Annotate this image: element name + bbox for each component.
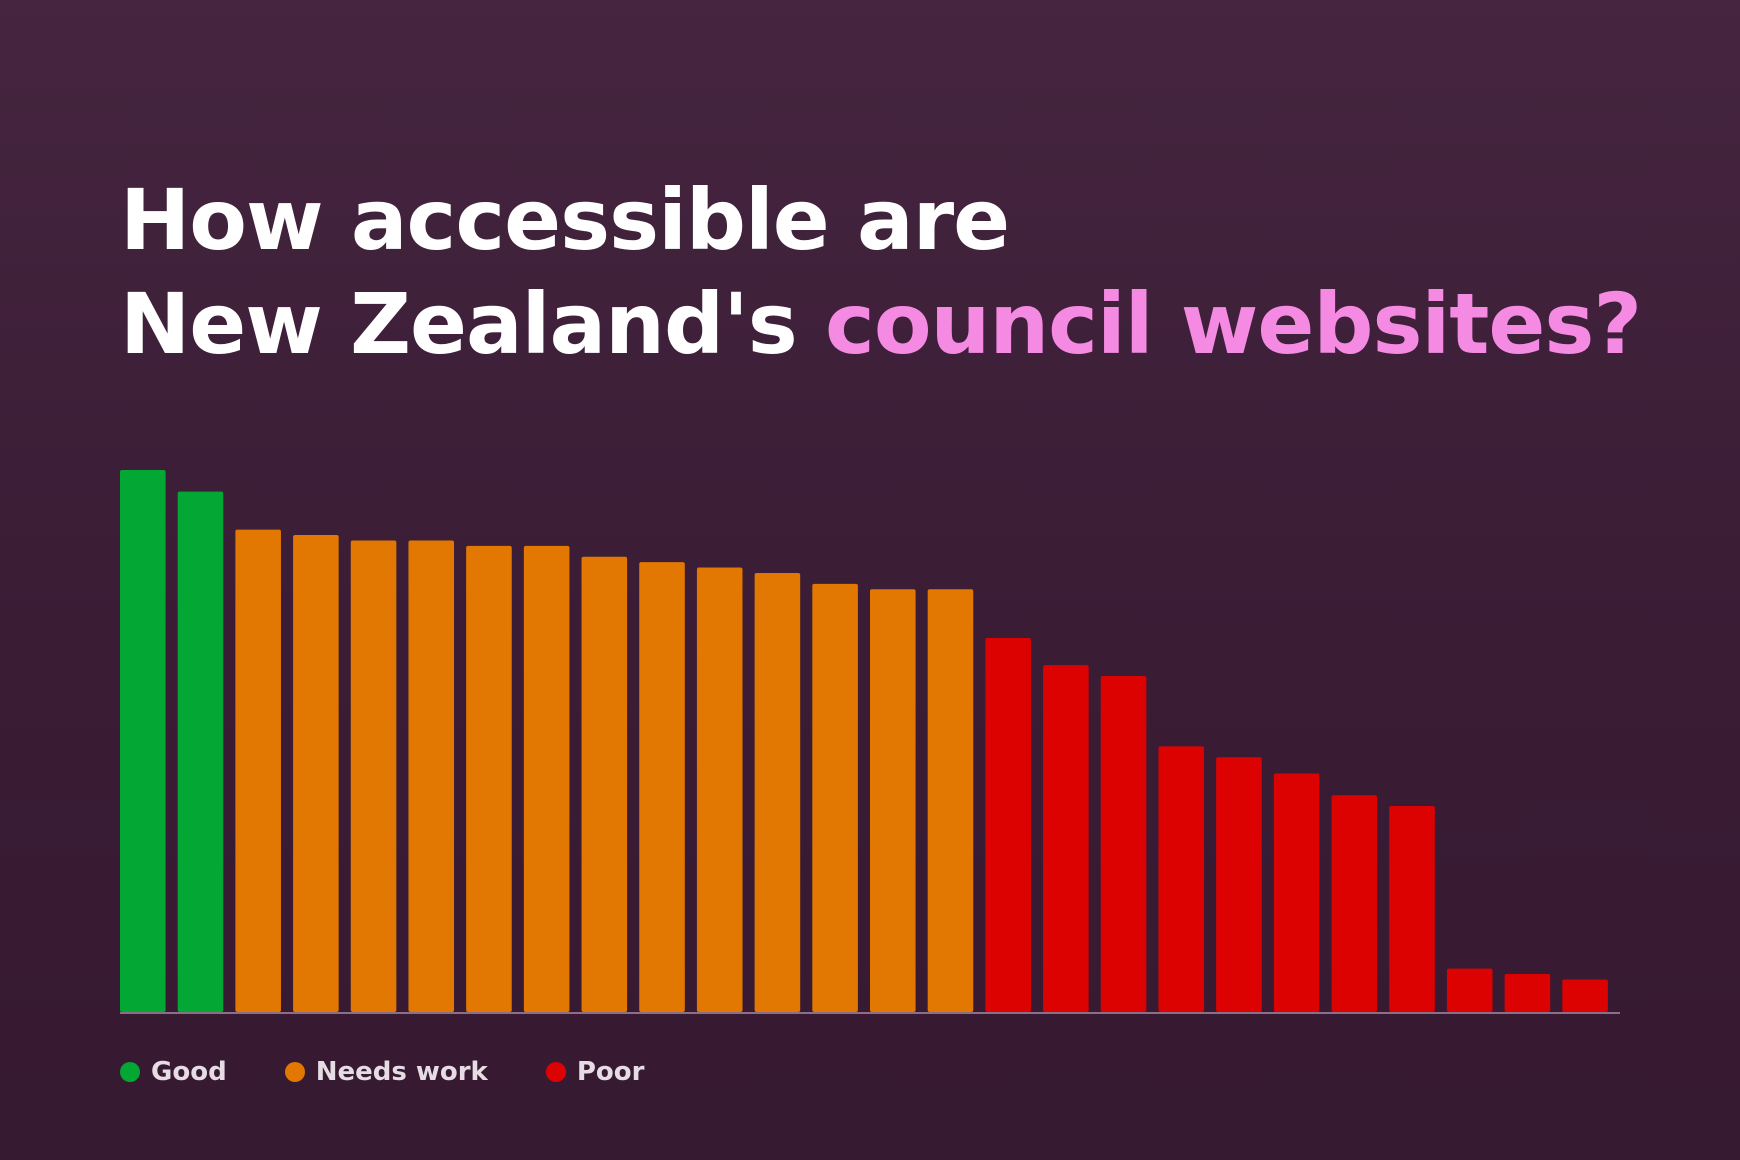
legend-item-needs-work: Needs work [284, 1057, 488, 1087]
title-line-1: How accessible are [120, 171, 1010, 269]
bar-20 [1216, 757, 1262, 1012]
bar-8 [523, 545, 570, 1012]
bar-23 [1389, 806, 1435, 1012]
legend: Good Needs work Poor [120, 1057, 702, 1087]
bar-7 [466, 545, 512, 1012]
bar-6 [408, 540, 455, 1012]
bar-11 [696, 567, 743, 1012]
bar-25 [1504, 974, 1551, 1012]
bar-13 [812, 583, 858, 1012]
bar-3 [235, 529, 281, 1012]
bar-15 [927, 589, 974, 1012]
legend-label-poor: Poor [576, 1057, 645, 1087]
bar-16 [985, 638, 1031, 1012]
title-line-2-prefix: New Zealand's [120, 275, 826, 373]
legend-dot-poor [545, 1062, 566, 1082]
bar-4 [293, 535, 339, 1012]
bar-14 [870, 589, 916, 1012]
bar-22 [1331, 795, 1378, 1012]
bar-17 [1043, 665, 1089, 1012]
legend-item-good: Good [120, 1057, 227, 1087]
bar-26 [1562, 979, 1608, 1012]
bar-1 [120, 470, 166, 1012]
bar-18 [1100, 675, 1147, 1012]
bars-group [120, 470, 1608, 1012]
bar-19 [1158, 746, 1205, 1012]
bar-24 [1446, 968, 1493, 1012]
legend-item-poor: Poor [545, 1057, 645, 1087]
bar-9 [581, 556, 628, 1012]
chart-title: How accessible are New Zealand's council… [120, 168, 1642, 376]
bar-10 [639, 562, 685, 1012]
legend-label-good: Good [151, 1057, 227, 1087]
title-highlight: council websites? [825, 275, 1642, 373]
bar-5 [350, 540, 397, 1012]
title-line-2: New Zealand's council websites? [120, 272, 1642, 376]
bar-12 [754, 572, 801, 1012]
legend-dot-needs-work [284, 1062, 305, 1082]
bar-21 [1273, 773, 1320, 1012]
legend-label-needs-work: Needs work [315, 1057, 488, 1087]
bar-2 [177, 491, 224, 1012]
legend-dot-good [120, 1062, 140, 1082]
